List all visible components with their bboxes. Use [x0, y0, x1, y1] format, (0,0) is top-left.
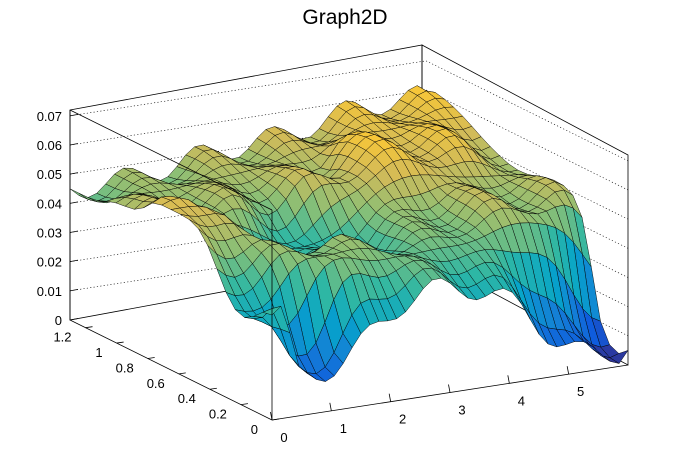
z-tick-label: 0 — [55, 313, 62, 328]
z-gridline-right — [425, 89, 629, 191]
y-tick-label: 0.4 — [178, 391, 196, 406]
z-tick-label: 0.05 — [37, 167, 62, 182]
z-tick-label: 0.02 — [37, 255, 62, 270]
x-tick-label: 0 — [280, 430, 287, 445]
x-tick-label: 5 — [577, 384, 584, 399]
x-tick-label: 1 — [340, 421, 347, 436]
y-tick-label: 0 — [251, 422, 258, 437]
x-tick-mark — [329, 402, 332, 411]
z-tick-label: 0.06 — [37, 138, 62, 153]
z-tick-mark — [69, 201, 79, 204]
z-tick-mark — [69, 318, 79, 321]
x-tick-mark — [270, 411, 273, 421]
z-tick-mark — [69, 230, 79, 233]
z-tick-mark — [69, 288, 79, 292]
y-tick-mark — [85, 326, 93, 329]
x-axis-ticks: 0 1 2 3 4 5 — [270, 366, 584, 445]
z-tick-label: 0.01 — [37, 284, 62, 299]
surface-plot — [69, 85, 629, 382]
x-tick-mark — [448, 384, 451, 393]
chart-title: Graph2D — [302, 6, 387, 29]
top-front-edge-left — [69, 109, 273, 211]
y-tick-label: 0.8 — [116, 360, 134, 375]
y-tick-label: 0.6 — [147, 376, 165, 391]
x-tick-label: 2 — [399, 412, 406, 427]
z-gridline-back — [69, 60, 427, 117]
y-tick-label: 0.2 — [209, 407, 227, 422]
z-gridline-back — [69, 89, 427, 146]
x-tick-label: 4 — [518, 393, 525, 408]
y-axis-line — [69, 319, 273, 421]
z-tick-mark — [69, 113, 79, 117]
y-axis-ticks: 0 0.2 0.4 0.6 0.8 1 1.2 — [53, 326, 280, 437]
y-tick-mark — [209, 387, 217, 390]
y-tick-mark — [147, 357, 155, 359]
front-frame — [69, 109, 273, 420]
z-tick-mark — [69, 172, 79, 175]
z-tick-mark — [69, 259, 79, 263]
x-tick-mark — [566, 366, 570, 375]
y-tick-mark — [116, 341, 124, 344]
y-tick-label: 1 — [95, 345, 102, 360]
y-tick-mark — [178, 372, 186, 375]
z-tick-label: 0.03 — [37, 226, 62, 241]
x-tick-mark — [507, 375, 510, 384]
z-gridline-right — [425, 60, 629, 162]
y-tick-label: 1.2 — [53, 330, 71, 345]
z-tick-label: 0.04 — [37, 196, 62, 211]
x-tick-label: 3 — [458, 403, 465, 418]
axes: 0 1 2 3 4 5 0 0.2 0.4 0.6 0.8 1 1.2 0 0.01 0.02 0.03 0.… — [37, 109, 629, 445]
y-tick-mark — [271, 418, 280, 421]
y-tick-mark — [240, 403, 248, 406]
z-axis-ticks: 0 0.01 0.02 0.03 0.04 0.05 0.06 0.07 — [37, 109, 79, 328]
z-tick-mark — [69, 143, 79, 146]
z-tick-label: 0.07 — [37, 109, 62, 124]
x-tick-mark — [388, 393, 392, 402]
